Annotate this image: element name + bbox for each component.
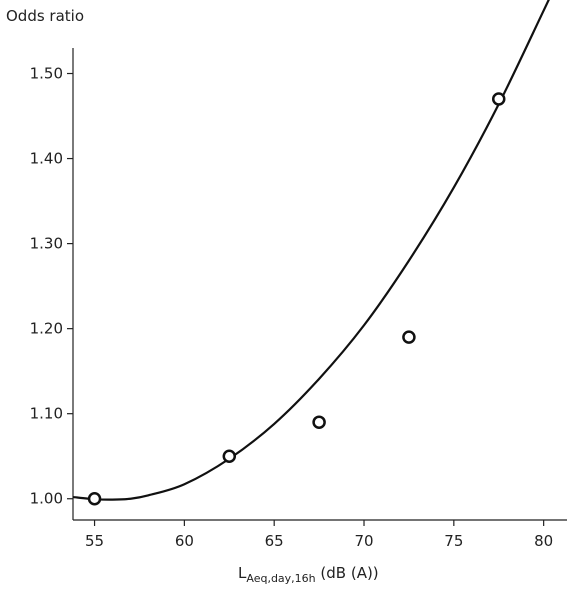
data-point (402, 330, 416, 344)
x-tick-label: 80 (534, 532, 553, 550)
x-axis-title-suffix: (dB (A)) (316, 564, 379, 582)
y-tick-label: 1.20 (30, 320, 63, 338)
y-tick-label: 1.00 (30, 490, 63, 508)
x-axis-title-main: L (238, 564, 247, 582)
y-ticks: 1.00 1.10 1.20 1.30 1.40 1.50 (30, 65, 73, 508)
data-point (222, 449, 237, 463)
y-tick-label: 1.30 (30, 235, 63, 253)
x-axis-title-subscript: Aeq,day,16h (246, 572, 315, 585)
y-tick-label: 1.40 (30, 150, 63, 168)
y-tick-label: 1.50 (30, 65, 63, 83)
y-axis-title: Odds ratio (6, 7, 84, 25)
x-axis-title: LAeq,day,16h (dB (A)) (238, 564, 379, 585)
series-layer (73, 0, 550, 506)
data-point (491, 92, 506, 106)
x-tick-label: 65 (265, 532, 284, 550)
axes (72, 48, 567, 521)
data-point (87, 491, 102, 506)
y-tick-label: 1.10 (30, 405, 63, 423)
fitted-curve (73, 0, 550, 501)
data-point (312, 415, 326, 429)
x-tick-label: 55 (85, 532, 104, 550)
x-tick-label: 70 (354, 532, 373, 550)
x-tick-label: 60 (175, 532, 194, 550)
x-ticks: 55 60 65 70 75 80 (85, 520, 553, 550)
x-tick-label: 75 (444, 532, 463, 550)
